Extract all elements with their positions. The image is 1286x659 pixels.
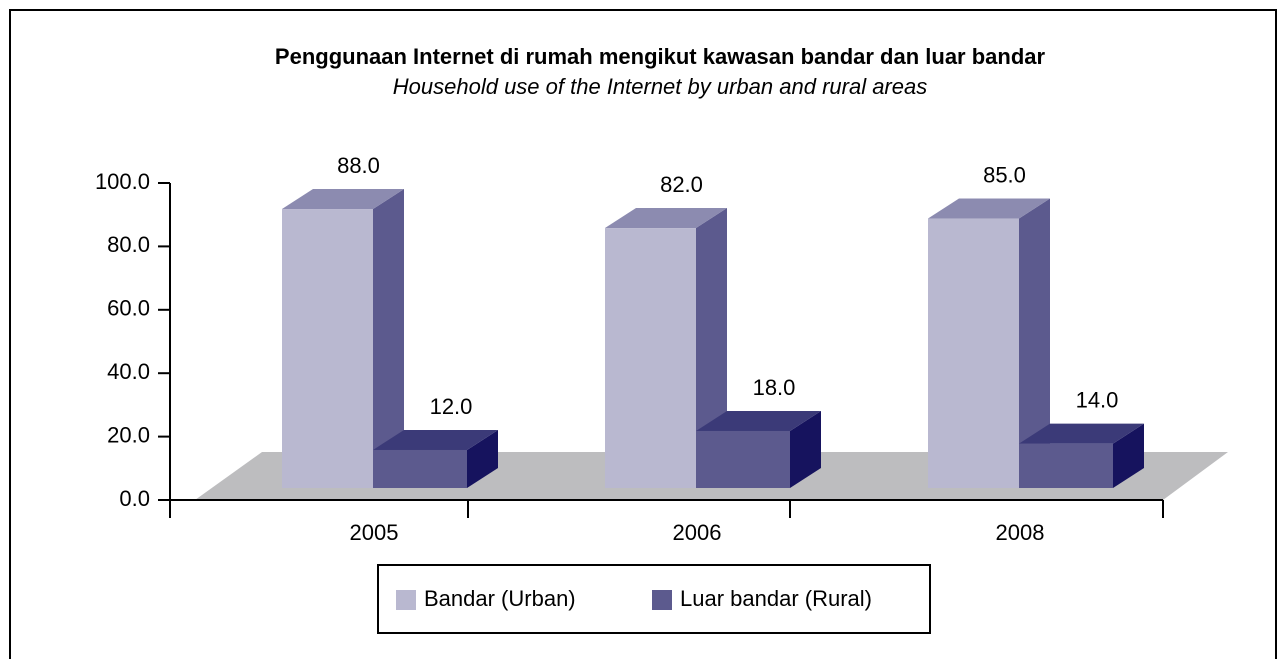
value-label: 12.0 xyxy=(430,394,473,419)
bar-face xyxy=(373,189,404,489)
bar-face xyxy=(373,449,467,488)
value-label: 85.0 xyxy=(983,162,1026,187)
bar-face xyxy=(928,218,1019,489)
bar xyxy=(605,208,727,488)
legend-label: Bandar (Urban) xyxy=(424,586,576,611)
bar-face xyxy=(928,198,1050,219)
chart-subtitle: Household use of the Internet by urban a… xyxy=(393,74,927,99)
x-tick-label: 2008 xyxy=(996,520,1045,545)
y-tick-label: 80.0 xyxy=(107,232,150,257)
bar-face xyxy=(790,410,821,488)
bar-face xyxy=(467,429,498,488)
bar xyxy=(282,189,404,489)
legend-label: Luar bandar (Rural) xyxy=(680,586,872,611)
y-tick-label: 100.0 xyxy=(95,169,150,194)
legend-swatch xyxy=(652,590,672,610)
value-label: 82.0 xyxy=(660,172,703,197)
bar-face xyxy=(696,410,821,431)
y-tick-label: 60.0 xyxy=(107,296,150,321)
bar xyxy=(1019,423,1144,488)
bar-face xyxy=(605,208,727,229)
bar-face xyxy=(1019,198,1050,489)
y-tick-label: 20.0 xyxy=(107,422,150,447)
y-tick-label: 40.0 xyxy=(107,359,150,384)
x-tick-label: 2005 xyxy=(350,520,399,545)
value-label: 14.0 xyxy=(1076,387,1119,412)
bar-face xyxy=(282,209,373,489)
bar-face xyxy=(373,429,498,450)
legend-swatch xyxy=(396,590,416,610)
bar-face xyxy=(1019,443,1113,488)
x-tick-label: 2006 xyxy=(673,520,722,545)
bar-face xyxy=(282,189,404,210)
bar xyxy=(928,198,1050,489)
chart-title: Penggunaan Internet di rumah mengikut ka… xyxy=(275,44,1046,69)
bar xyxy=(696,410,821,488)
bar-face xyxy=(696,430,790,488)
bar-face xyxy=(1113,423,1144,488)
value-label: 88.0 xyxy=(337,153,380,178)
bar xyxy=(373,429,498,488)
value-label: 18.0 xyxy=(753,375,796,400)
y-tick-label: 0.0 xyxy=(119,486,150,511)
bar-face xyxy=(1019,423,1144,444)
bar-face xyxy=(605,228,696,488)
